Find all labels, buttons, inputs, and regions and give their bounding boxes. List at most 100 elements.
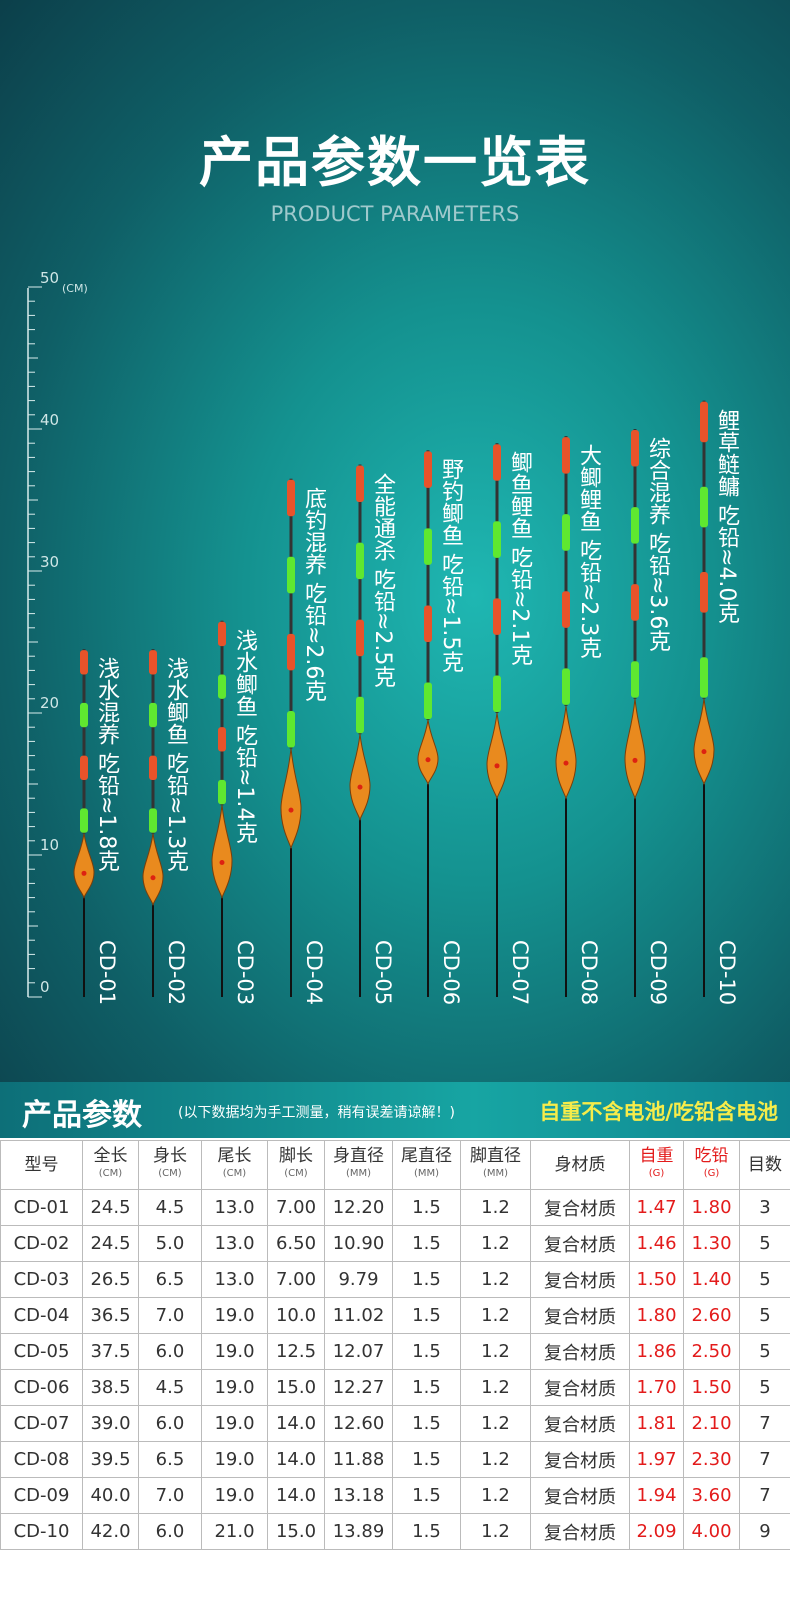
float-body — [73, 833, 95, 900]
table-cell: 1.2 — [460, 1261, 531, 1298]
table-cell: 36.5 — [82, 1297, 139, 1334]
column-header: 脚直径 (MM) — [460, 1140, 531, 1190]
float-label: 底钓混养 吃铅≈2.6克 — [301, 486, 326, 702]
table-cell: 复合材质 — [530, 1333, 630, 1370]
table-cell: 1.5 — [392, 1225, 461, 1262]
table-cell: CD-10 — [0, 1513, 83, 1550]
tail-segment — [631, 507, 639, 544]
table-cell: 14.0 — [267, 1477, 325, 1514]
tail-segment — [493, 444, 501, 481]
table-cell: 复合材质 — [530, 1477, 630, 1514]
table-row: CD-06 38.5 4.5 19.0 15.0 12.27 1.5 1.2 复合材质 1.70 1… — [0, 1369, 790, 1406]
table-cell: 2.50 — [683, 1333, 740, 1370]
column-header: 型号 — [0, 1140, 83, 1190]
table-cell: 12.60 — [324, 1405, 393, 1442]
table-cell: CD-09 — [0, 1477, 83, 1514]
float-body — [349, 734, 371, 822]
column-name: 身长 — [153, 1146, 187, 1166]
table-cell: 10.90 — [324, 1225, 393, 1262]
param-table: 型号 全长 (CM) 身长 (CM) 尾长 (CM) 脚长 (CM) 身直径 (MM) 尾直径 (MM)… — [0, 1140, 790, 1550]
float-body — [624, 698, 646, 800]
float-label: 野钓鲫鱼 吃铅≈1.5克 — [438, 458, 463, 673]
ruler-label: 20 — [40, 694, 60, 713]
table-cell: 1.5 — [392, 1405, 461, 1442]
table-cell: 1.70 — [629, 1369, 684, 1406]
table-cell: 7.0 — [138, 1297, 202, 1334]
column-header: 身长 (CM) — [138, 1140, 202, 1190]
tail-segment — [700, 486, 708, 528]
table-cell: 1.5 — [392, 1297, 461, 1334]
tail-segment — [424, 451, 432, 488]
table-row: CD-10 42.0 6.0 21.0 15.0 13.89 1.5 1.2 复合材质 2.09 4… — [0, 1513, 790, 1550]
table-cell: 1.5 — [392, 1333, 461, 1370]
float-code: CD-10 — [715, 940, 739, 1006]
float-tail — [149, 649, 157, 834]
tail-segment — [218, 621, 226, 647]
float-dot — [425, 757, 431, 763]
float-code: CD-08 — [577, 940, 601, 1006]
table-cell: 1.2 — [460, 1333, 531, 1370]
table-cell: 复合材质 — [530, 1405, 630, 1442]
table-cell: 1.50 — [629, 1261, 684, 1298]
tail-segment — [149, 650, 157, 675]
float-tail — [218, 620, 226, 806]
tail-segment — [356, 619, 364, 657]
float-dot — [357, 784, 363, 790]
column-unit: (MM) — [413, 1168, 440, 1179]
table-cell: 7 — [739, 1405, 790, 1442]
table-cell: 21.0 — [201, 1513, 268, 1550]
table-cell: 1.46 — [629, 1225, 684, 1262]
table-cell: 1.81 — [629, 1405, 684, 1442]
column-name: 自重 — [639, 1146, 674, 1166]
float-body — [555, 705, 577, 800]
table-cell: 7.00 — [267, 1261, 325, 1298]
tail-segment — [493, 675, 501, 712]
tail-segment — [631, 430, 639, 467]
tail-stem — [151, 649, 155, 834]
float-label: 鲤草鲢鳙 吃铅≈4.0克 — [714, 408, 739, 624]
table-cell: 复合材质 — [530, 1225, 630, 1262]
table-cell: 7.00 — [267, 1189, 325, 1226]
table-cell: CD-03 — [0, 1261, 83, 1298]
table-cell: 6.0 — [138, 1333, 202, 1370]
float-dot — [563, 760, 569, 766]
tail-segment — [80, 755, 88, 780]
tail-segment — [287, 556, 295, 594]
float-code: CD-03 — [233, 940, 257, 1006]
table-cell: 19.0 — [201, 1333, 268, 1370]
table-cell: 1.5 — [392, 1189, 461, 1226]
tail-segment — [562, 668, 570, 705]
table-cell: 11.02 — [324, 1297, 393, 1334]
float-code: CD-04 — [302, 940, 326, 1006]
table-cell: 3 — [739, 1189, 790, 1226]
table-cell: 1.2 — [460, 1297, 531, 1334]
tail-segment — [631, 661, 639, 698]
table-cell: 5 — [739, 1297, 790, 1334]
column-unit: (CM) — [284, 1168, 308, 1179]
table-cell: 6.0 — [138, 1513, 202, 1550]
table-cell: 1.5 — [392, 1441, 461, 1478]
tail-segment — [700, 572, 708, 613]
column-header: 尾直径 (MM) — [392, 1140, 461, 1190]
table-cell: 5 — [739, 1225, 790, 1262]
tail-stem — [633, 429, 637, 699]
table-cell: CD-01 — [0, 1189, 83, 1226]
table-cell: 13.89 — [324, 1513, 393, 1550]
table-cell: 40.0 — [82, 1477, 139, 1514]
tail-segment — [149, 702, 157, 728]
table-cell: 24.5 — [82, 1225, 139, 1262]
table-cell: 1.2 — [460, 1441, 531, 1478]
table-cell: 19.0 — [201, 1441, 268, 1478]
float-label: 浅水鲫鱼 吃铅≈1.4克 — [232, 628, 257, 844]
column-name: 目数 — [748, 1155, 782, 1175]
table-cell: 1.86 — [629, 1333, 684, 1370]
float-dot — [632, 757, 638, 763]
column-name: 型号 — [24, 1155, 59, 1175]
table-cell: 37.5 — [82, 1333, 139, 1370]
column-unit: (CM) — [98, 1168, 123, 1179]
ruler-label: 50 — [40, 269, 60, 287]
float-tail — [562, 436, 570, 706]
ruler-label: 40 — [40, 410, 60, 429]
float-body — [693, 698, 715, 786]
float-code: CD-02 — [164, 940, 188, 1006]
